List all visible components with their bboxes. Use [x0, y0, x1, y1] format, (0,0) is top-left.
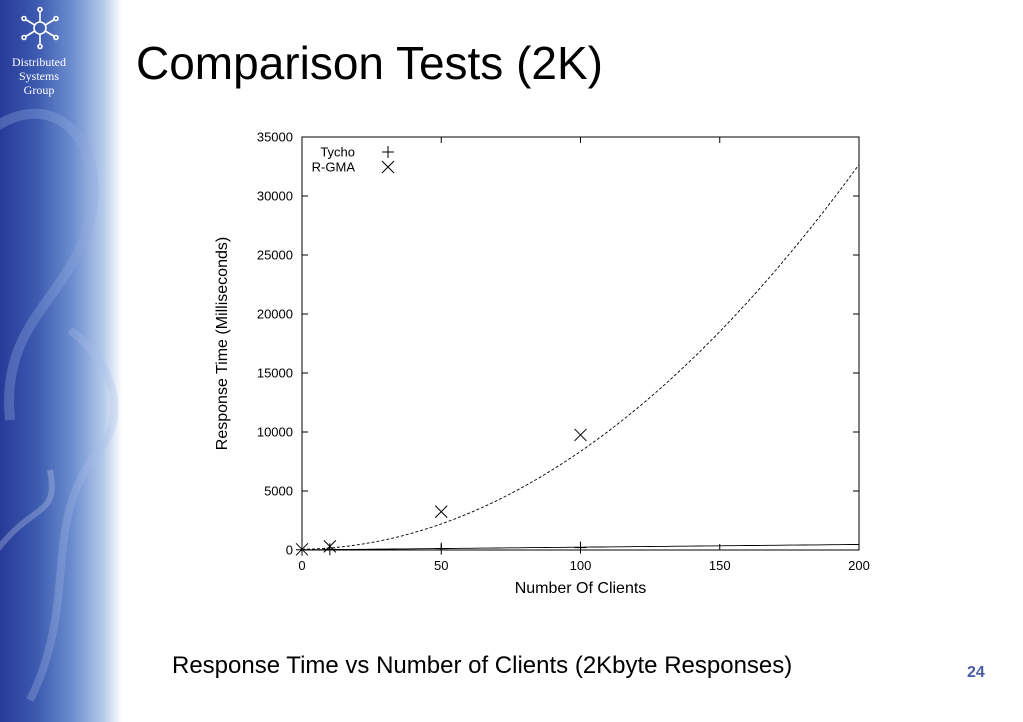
plot-frame [301, 136, 860, 551]
y-tick-label: 0 [286, 543, 293, 558]
sidebar-decoration [0, 108, 119, 702]
y-tick-label: 5000 [264, 484, 293, 499]
sidebar-banner: Distributed Systems Group [0, 0, 122, 722]
legend-label-r-gma: R-GMA [312, 160, 356, 175]
x-tick-label: 0 [298, 558, 305, 573]
y-tick-label: 25000 [257, 248, 293, 263]
logo-line: Systems [18, 69, 59, 83]
tycho-point [323, 543, 336, 556]
y-axis-label: Response Time (Milliseconds) [214, 237, 231, 450]
logo-line: Distributed [12, 55, 66, 69]
page-number: 24 [967, 664, 985, 681]
snowflake-network-icon [21, 6, 59, 50]
r-gma-point [574, 428, 587, 442]
y-tick-label: 30000 [257, 189, 293, 204]
tycho-point [435, 542, 448, 555]
y-tick-label: 20000 [257, 307, 293, 322]
slide-title: Comparison Tests (2K) [136, 37, 603, 89]
logo-text: Distributed Systems Group [0, 55, 78, 97]
tycho-point [574, 541, 587, 554]
r-gma-point [323, 539, 337, 553]
x-tick-label: 50 [434, 558, 448, 573]
y-tick-label: 35000 [257, 130, 293, 145]
r-gma-fit-line [301, 164, 860, 550]
legend-marker-r-gma [381, 160, 395, 174]
logo-line: Group [23, 83, 55, 97]
slide-caption: Response Time vs Number of Clients (2Kby… [172, 652, 793, 679]
y-tick-label: 15000 [257, 366, 293, 381]
legend-label-tycho: Tycho [320, 145, 355, 160]
x-tick-label: 100 [570, 558, 592, 573]
x-tick-label: 150 [709, 558, 731, 573]
legend-marker-tycho [382, 146, 394, 158]
r-gma-point [295, 542, 309, 556]
y-tick-label: 10000 [257, 425, 293, 440]
x-tick-label: 200 [848, 558, 870, 573]
x-axis-label: Number Of Clients [515, 580, 647, 597]
r-gma-point [434, 505, 448, 519]
